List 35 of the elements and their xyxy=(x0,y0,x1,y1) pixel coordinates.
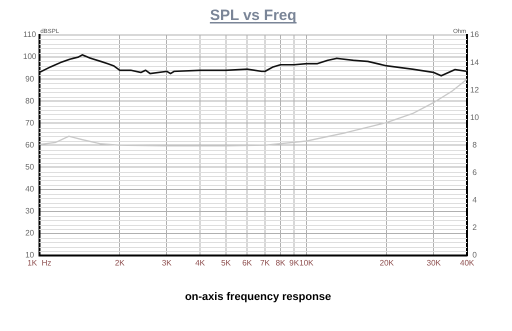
x-tick-label: 10K xyxy=(299,258,314,268)
x-tick-label: 3K xyxy=(162,258,172,268)
y2-tick-label: 8 xyxy=(472,140,478,150)
y2-tick-label: 0 xyxy=(472,250,478,260)
x-tick-label: 2K xyxy=(114,258,126,268)
y-tick-label: 70 xyxy=(25,118,35,128)
x-tick-label: 40K xyxy=(460,258,475,268)
x-tick-label: 1K Hz xyxy=(27,258,52,268)
y-tick-label: 60 xyxy=(25,140,35,150)
y2-tick-label: 16 xyxy=(470,30,480,40)
y-tick-label: 80 xyxy=(25,96,35,106)
y-tick-label: 30 xyxy=(25,206,35,216)
y-tick-label: 100 xyxy=(22,52,37,62)
x-tick-label: 4K xyxy=(195,258,206,268)
y-tick-label: 10 xyxy=(25,250,35,260)
x-tick-label: 6K xyxy=(242,258,253,268)
y2-tick-label: 12 xyxy=(470,85,480,94)
y2-tick-label: 6 xyxy=(472,168,478,177)
y-tick-label: 40 xyxy=(25,184,35,194)
x-tick-label: 8K xyxy=(276,258,286,268)
chart-title: SPL vs Freq xyxy=(210,7,296,24)
y2-tick-label: 4 xyxy=(472,196,478,205)
y2-tick-label: 10 xyxy=(470,112,480,122)
y-tick-label: 90 xyxy=(25,74,35,84)
x-tick-label: 7K xyxy=(260,258,271,268)
x-tick-label: 30K xyxy=(426,258,442,268)
text: on-axis frequency response xyxy=(184,291,332,303)
y-tick-label: 110 xyxy=(23,30,37,40)
x-tick-label: 5K xyxy=(221,258,232,268)
y-tick-label: 20 xyxy=(25,228,35,238)
y2-tick-label: 2 xyxy=(472,223,478,232)
x-tick-label: 20K xyxy=(380,258,395,268)
y2-tick-label: 14 xyxy=(470,58,480,67)
y-tick-label: 50 xyxy=(25,162,35,172)
x-tick-label: 9K xyxy=(289,258,300,268)
